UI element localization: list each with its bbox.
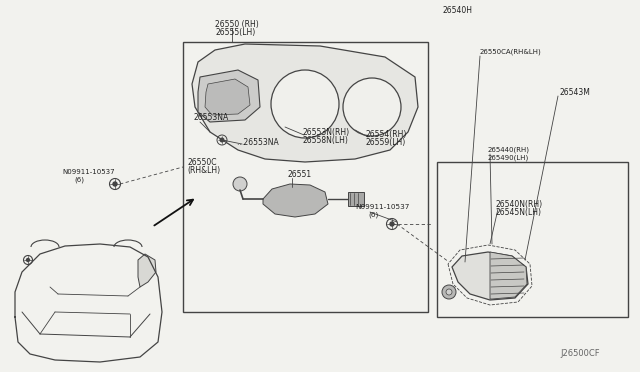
Text: 26558N(LH): 26558N(LH)	[303, 135, 349, 144]
Text: 26540H: 26540H	[443, 6, 473, 15]
Polygon shape	[490, 252, 527, 299]
Text: 26559(LH): 26559(LH)	[366, 138, 406, 147]
Text: 265440(RH): 265440(RH)	[488, 147, 530, 153]
Circle shape	[446, 289, 452, 295]
Bar	[183, 42, 428, 312]
Bar	[437, 162, 628, 317]
Polygon shape	[138, 254, 156, 287]
Text: 26550C: 26550C	[187, 157, 216, 167]
Circle shape	[26, 259, 29, 262]
Polygon shape	[205, 79, 250, 115]
Text: 26553NA: 26553NA	[193, 112, 228, 122]
Polygon shape	[192, 44, 418, 162]
Text: 26550CA(RH&LH): 26550CA(RH&LH)	[480, 49, 541, 55]
Circle shape	[390, 222, 394, 226]
Circle shape	[113, 182, 117, 186]
Circle shape	[271, 70, 339, 138]
Bar	[348, 192, 364, 206]
Polygon shape	[452, 252, 528, 300]
Circle shape	[220, 138, 224, 142]
Circle shape	[233, 177, 247, 191]
Text: 265490(LH): 265490(LH)	[488, 155, 529, 161]
Text: 26555(LH): 26555(LH)	[215, 28, 255, 36]
Text: (6): (6)	[74, 177, 84, 183]
Text: 26543M: 26543M	[560, 87, 591, 96]
Text: 26545N(LH): 26545N(LH)	[496, 208, 542, 217]
Circle shape	[343, 78, 401, 136]
Text: …26553NA: …26553NA	[236, 138, 279, 147]
Text: Ν09911-10537: Ν09911-10537	[62, 169, 115, 175]
Text: 26554(RH): 26554(RH)	[366, 129, 408, 138]
Text: 26550 (RH): 26550 (RH)	[215, 19, 259, 29]
Text: (RH&LH): (RH&LH)	[187, 166, 220, 174]
Text: 26553N(RH): 26553N(RH)	[303, 128, 350, 137]
Text: 26551: 26551	[288, 170, 312, 179]
Text: J26500CF: J26500CF	[560, 350, 600, 359]
Polygon shape	[198, 70, 260, 122]
Circle shape	[442, 285, 456, 299]
Text: Ν09911-10537: Ν09911-10537	[355, 204, 410, 210]
Polygon shape	[263, 184, 328, 217]
Text: (6): (6)	[368, 212, 378, 218]
Text: 26540N(RH): 26540N(RH)	[496, 199, 543, 208]
